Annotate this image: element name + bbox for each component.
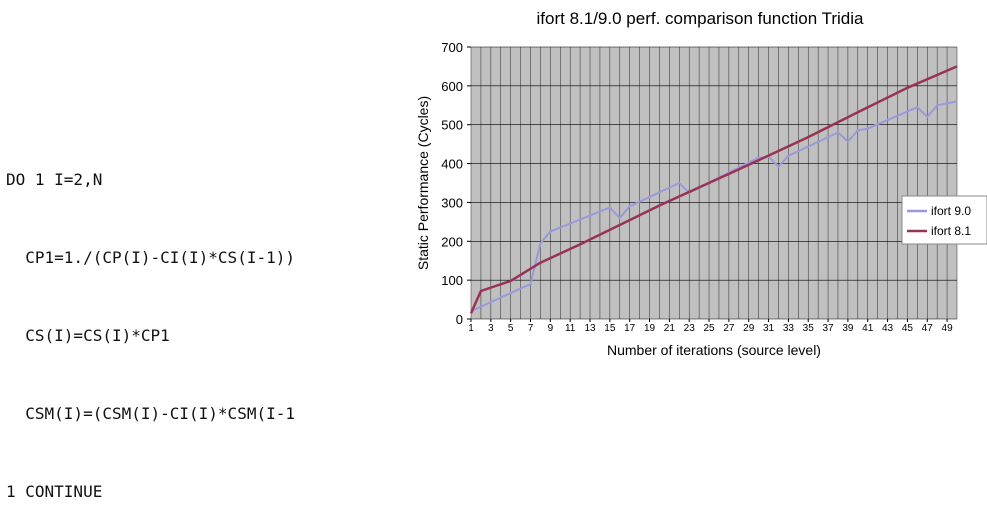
x-tick-label: 29 (743, 323, 755, 334)
legend-label: ifort 8.1 (931, 224, 971, 238)
x-tick-label: 47 (922, 323, 934, 334)
code-line: CP1=1./(CP(I)-CI(I)*CS(I-1)) (6, 248, 295, 267)
code-line: 1 CONTINUE (6, 482, 103, 501)
line-chart: ifort 8.1/9.0 perf. comparison function … (415, 9, 987, 358)
x-tick-label: 9 (548, 323, 554, 334)
x-tick-label: 17 (624, 323, 636, 334)
y-tick-label: 300 (441, 195, 463, 210)
y-tick-label: 100 (441, 273, 463, 288)
y-tick-label: 700 (441, 40, 463, 55)
y-tick-label: 600 (441, 79, 463, 94)
plot-area (471, 47, 957, 319)
x-tick-label: 41 (862, 323, 874, 334)
x-tick-label: 11 (565, 323, 576, 334)
x-tick-label: 49 (942, 323, 954, 334)
x-axis-ticks: 1 3 5 7 9 11 13 15 17 19 21 23 25 27 29 31 33 35 37 39 41 43 4… (468, 319, 953, 334)
y-tick-label: 500 (441, 118, 463, 133)
x-tick-label: 27 (723, 323, 735, 334)
x-tick-label: 37 (822, 323, 834, 334)
y-tick-label: 0 (456, 312, 463, 327)
x-tick-label: 43 (882, 323, 894, 334)
y-tick-label: 400 (441, 157, 463, 172)
y-axis-ticks: 0 100 200 300 400 500 600 700 (441, 40, 471, 327)
code-line: DO 1 I=2,N (6, 170, 103, 189)
x-tick-label: 5 (508, 323, 514, 334)
x-tick-label: 15 (604, 323, 616, 334)
x-tick-label: 39 (842, 323, 854, 334)
x-tick-label: 21 (664, 323, 676, 334)
x-tick-label: 25 (703, 323, 715, 334)
series-line-ifort-8-1 (469, 65, 958, 314)
series-lines (469, 65, 958, 314)
x-tick-label: 1 (468, 323, 474, 334)
x-tick-label: 19 (644, 323, 656, 334)
x-tick-label: 33 (783, 323, 795, 334)
x-tick-label: 3 (488, 323, 494, 334)
x-axis-label: Number of iterations (source level) (607, 342, 821, 358)
legend-label: ifort 9.0 (931, 204, 971, 218)
legend-box (901, 195, 987, 245)
x-tick-label: 35 (803, 323, 815, 334)
y-tick-label: 200 (441, 234, 463, 249)
x-tick-label: 31 (763, 323, 775, 334)
legend: ifort 9.0 ifort 8.1 (901, 195, 987, 245)
y-axis-label: Static Performance (Cycles) (415, 96, 431, 270)
chart-title: ifort 8.1/9.0 perf. comparison function … (537, 9, 864, 28)
code-line: CSM(I)=(CSM(I)-CI(I)*CSM(I-1 (6, 404, 295, 423)
series-line-ifort-9-0 (470, 100, 958, 313)
x-tick-label: 7 (528, 323, 534, 334)
x-tick-label: 45 (902, 323, 914, 334)
x-tick-label: 23 (684, 323, 696, 334)
code-line: CS(I)=CS(I)*CP1 (6, 326, 170, 345)
grid-lines (470, 46, 958, 320)
x-tick-label: 13 (584, 323, 596, 334)
